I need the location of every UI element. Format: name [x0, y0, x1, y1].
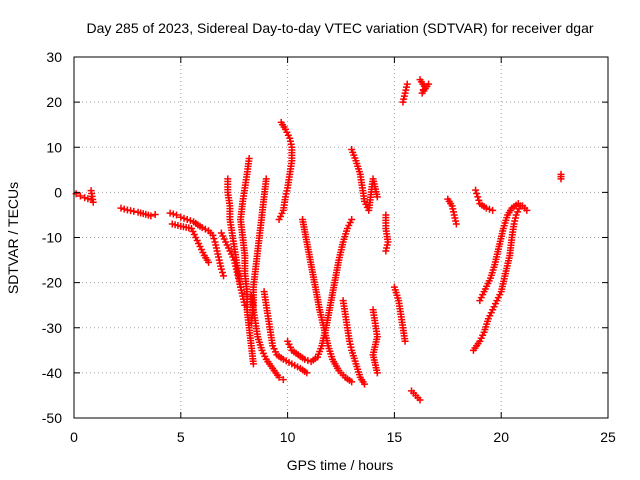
data-point — [147, 212, 155, 220]
data-point — [218, 268, 226, 276]
data-point — [401, 337, 409, 345]
data-point — [217, 265, 225, 273]
series-seg-t — [416, 76, 433, 97]
y-tick-label: -50 — [42, 410, 62, 426]
data-point — [373, 193, 381, 201]
data-point — [489, 206, 497, 214]
series-seg-x — [469, 202, 524, 354]
series-seg-p — [369, 306, 381, 377]
data-point — [173, 211, 181, 219]
series-seg-r — [390, 283, 409, 345]
x-tick-label: 25 — [600, 429, 616, 445]
data-points — [72, 76, 565, 404]
y-tick-label: 20 — [46, 94, 62, 110]
data-point — [473, 190, 481, 198]
series-seg-f — [224, 175, 245, 291]
y-axis-label: SDTVAR / TECUs — [5, 182, 21, 294]
data-point — [425, 80, 433, 88]
series-seg-v — [444, 195, 460, 228]
series-seg-y — [476, 200, 531, 305]
y-tick-label: 10 — [46, 139, 62, 155]
y-tick-label: 30 — [46, 49, 62, 65]
y-tick-label: -30 — [42, 320, 62, 336]
series-seg-o — [348, 146, 381, 214]
data-point — [198, 224, 206, 232]
series-seg-q — [382, 211, 392, 255]
x-tick-label: 15 — [387, 429, 403, 445]
data-point — [557, 170, 565, 178]
data-point — [201, 225, 209, 233]
data-point — [186, 217, 194, 225]
data-point — [180, 214, 188, 222]
data-point — [177, 213, 185, 221]
data-point — [452, 220, 460, 228]
data-point — [81, 194, 89, 202]
data-point — [301, 355, 309, 363]
data-point — [399, 98, 407, 106]
x-tick-label: 5 — [177, 429, 185, 445]
data-point — [249, 360, 257, 368]
data-point — [205, 258, 213, 266]
y-tick-label: -10 — [42, 230, 62, 246]
series-seg-z — [557, 170, 565, 183]
series-seg-n — [339, 297, 368, 388]
data-point — [210, 235, 218, 243]
series-seg-l — [284, 215, 356, 366]
series-seg-a — [72, 187, 97, 206]
y-tick-label: -40 — [42, 365, 62, 381]
data-point — [169, 210, 177, 218]
data-point — [130, 207, 138, 215]
data-point — [416, 396, 424, 404]
series-seg-g — [237, 155, 257, 368]
data-point — [275, 215, 283, 223]
x-axis-label: GPS time / hours — [287, 457, 394, 473]
data-point — [87, 187, 95, 195]
series-seg-c — [166, 209, 228, 280]
data-point — [117, 204, 125, 212]
data-point — [474, 193, 482, 201]
axis-ticks: 0 5 10 15 20 25 30 20 10 0 -10 -20 -30 -40 -50 — [42, 49, 616, 445]
series-seg-j — [260, 288, 311, 377]
y-tick-label: 0 — [54, 184, 62, 200]
data-point — [472, 186, 480, 194]
series-seg-w — [472, 186, 497, 214]
data-point — [166, 209, 174, 217]
y-tick-label: -20 — [42, 275, 62, 291]
data-point — [485, 205, 493, 213]
series-seg-b — [117, 204, 159, 220]
x-tick-label: 10 — [280, 429, 296, 445]
grid-lines — [74, 57, 608, 418]
data-point — [76, 192, 84, 200]
series-seg-u — [407, 387, 424, 404]
chart-title: Day 285 of 2023, Sidereal Day-to-day VTE… — [86, 20, 593, 36]
data-point — [247, 319, 255, 327]
data-point — [220, 272, 228, 280]
data-point — [209, 231, 217, 239]
series-seg-i — [247, 175, 270, 327]
series-seg-k — [275, 118, 296, 223]
data-point — [275, 373, 283, 381]
data-point — [303, 369, 311, 377]
data-point — [373, 369, 381, 377]
data-point — [348, 215, 356, 223]
data-point — [348, 378, 356, 386]
data-point — [183, 215, 191, 223]
data-point — [475, 196, 483, 204]
x-tick-label: 0 — [70, 429, 78, 445]
x-tick-label: 20 — [493, 429, 509, 445]
data-point — [151, 210, 159, 218]
data-point — [482, 204, 490, 212]
data-point — [360, 380, 368, 388]
data-point — [120, 205, 128, 213]
data-point — [279, 376, 287, 384]
series-seg-d — [168, 220, 213, 266]
series-seg-s — [399, 80, 411, 106]
series-seg-m — [299, 215, 356, 386]
data-point — [382, 247, 390, 255]
data-point — [514, 200, 522, 208]
data-point — [523, 206, 531, 214]
